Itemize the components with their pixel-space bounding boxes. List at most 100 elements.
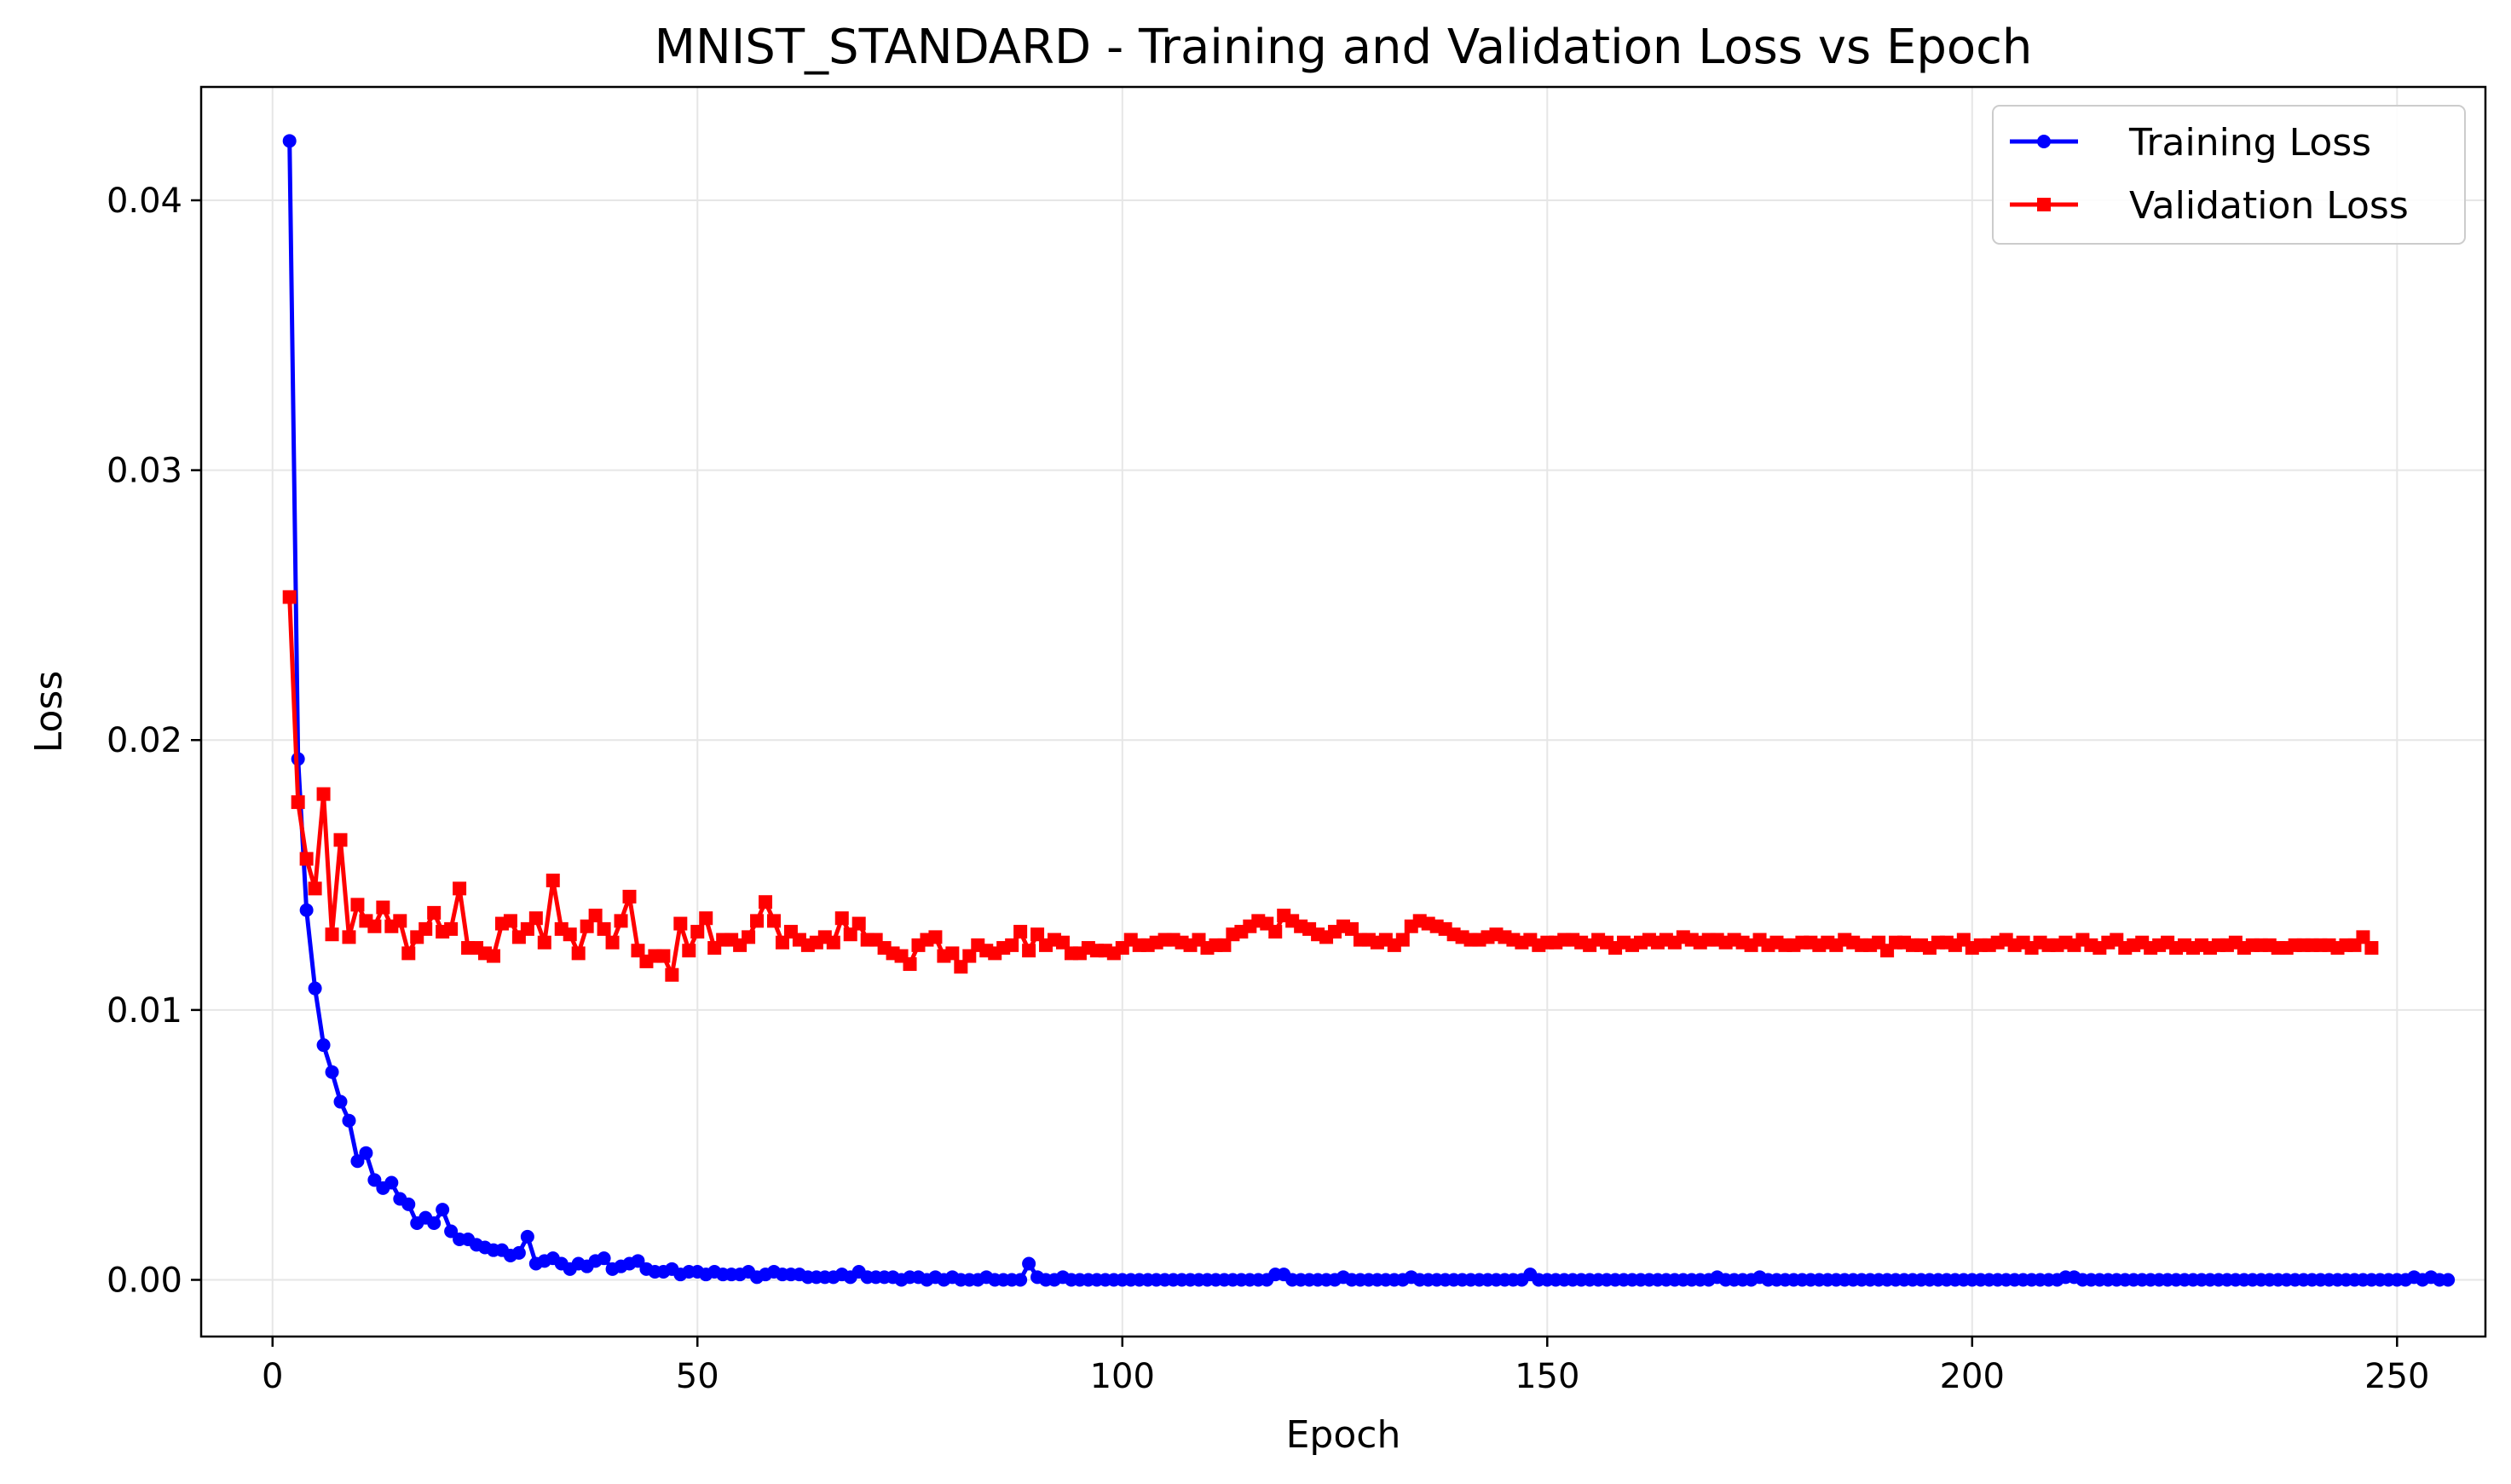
data-point-validation-loss: [316, 787, 331, 801]
data-point-validation-loss: [308, 881, 322, 896]
data-point-validation-loss: [597, 921, 611, 936]
data-point-training-loss: [1013, 1273, 1028, 1287]
data-point-validation-loss: [367, 919, 382, 933]
data-point-training-loss: [308, 981, 322, 996]
data-point-validation-loss: [520, 921, 534, 936]
data-point-validation-loss: [665, 967, 679, 982]
data-point-validation-loss: [759, 895, 773, 909]
series-validation-loss: [282, 590, 2379, 982]
y-tick-label: 0.04: [107, 182, 182, 221]
data-point-validation-loss: [393, 914, 407, 928]
x-tick-label: 150: [1515, 1357, 1579, 1396]
legend-marker-training: [2037, 135, 2051, 148]
data-point-validation-loss: [453, 881, 467, 896]
data-point-training-loss: [631, 1254, 645, 1268]
data-point-validation-loss: [401, 946, 416, 961]
data-point-validation-loss: [826, 935, 840, 950]
data-point-validation-loss: [333, 833, 348, 847]
data-point-training-loss: [299, 903, 314, 917]
legend-box: [1992, 105, 2466, 245]
data-point-training-loss: [325, 1065, 339, 1079]
data-point-validation-loss: [614, 914, 628, 928]
data-point-validation-loss: [1022, 944, 1036, 958]
data-point-training-loss: [2441, 1273, 2456, 1287]
data-point-validation-loss: [605, 935, 620, 950]
data-point-training-loss: [427, 1216, 442, 1231]
data-point-validation-loss: [945, 946, 960, 961]
data-point-validation-loss: [528, 911, 543, 926]
data-point-validation-loss: [1217, 938, 1232, 952]
legend: Training Loss Validation Loss: [1992, 105, 2466, 245]
data-point-validation-loss: [631, 944, 645, 958]
data-point-validation-loss: [444, 921, 459, 936]
data-point-training-loss: [359, 1146, 373, 1160]
x-tick-label: 50: [676, 1357, 719, 1396]
data-point-validation-loss: [962, 949, 977, 963]
data-point-validation-loss: [673, 916, 688, 931]
legend-label-validation: Validation Loss: [2129, 184, 2409, 228]
data-point-validation-loss: [545, 873, 560, 887]
x-axis-label: Epoch: [1286, 1413, 1401, 1457]
data-point-training-loss: [444, 1224, 459, 1239]
data-point-validation-loss: [690, 925, 705, 939]
x-axis-ticks: 0 50 100 150 200 250: [262, 1337, 2429, 1396]
y-tick-label: 0.03: [107, 452, 182, 491]
data-point-validation-loss: [537, 935, 551, 950]
data-point-training-loss: [342, 1113, 356, 1128]
y-axis-label: Loss: [27, 671, 71, 754]
y-tick-label: 0.02: [107, 721, 182, 760]
legend-marker-validation: [2037, 198, 2051, 211]
data-point-validation-loss: [2356, 930, 2370, 944]
data-point-validation-loss: [291, 795, 305, 810]
data-point-validation-loss: [903, 957, 917, 972]
axes-frame: [199, 85, 2487, 1338]
data-point-validation-loss: [2364, 941, 2379, 956]
series-training-loss: [282, 134, 2456, 1287]
data-point-validation-loss: [342, 930, 356, 944]
data-point-validation-loss: [563, 927, 577, 942]
data-point-validation-loss: [750, 914, 765, 928]
data-point-training-loss: [436, 1203, 450, 1217]
data-point-validation-loss: [851, 916, 866, 931]
data-point-validation-loss: [580, 919, 594, 933]
data-point-validation-loss: [427, 905, 442, 920]
data-point-validation-loss: [418, 921, 433, 936]
data-point-validation-loss: [503, 914, 517, 928]
data-point-training-loss: [350, 1154, 365, 1169]
x-tick-label: 100: [1090, 1357, 1155, 1396]
data-point-validation-loss: [656, 949, 671, 963]
data-point-validation-loss: [1268, 925, 1283, 939]
data-point-validation-loss: [775, 935, 789, 950]
data-point-validation-loss: [282, 590, 297, 604]
data-point-validation-loss: [766, 914, 781, 928]
data-point-validation-loss: [1344, 921, 1359, 936]
data-point-training-loss: [597, 1251, 611, 1266]
series-layer: [282, 134, 2456, 1287]
data-point-validation-loss: [954, 960, 968, 974]
x-tick-label: 0: [262, 1357, 283, 1396]
y-tick-label: 0.01: [107, 991, 182, 1031]
data-point-validation-loss: [843, 927, 857, 942]
data-point-validation-loss: [1395, 933, 1410, 947]
data-point-validation-loss: [622, 889, 637, 904]
data-point-validation-loss: [588, 909, 603, 923]
data-point-training-loss: [282, 134, 297, 148]
data-point-validation-loss: [299, 852, 314, 866]
y-tick-label: 0.00: [107, 1262, 182, 1301]
data-point-validation-loss: [376, 900, 390, 915]
x-tick-label: 250: [2364, 1357, 2429, 1396]
data-point-training-loss: [520, 1229, 534, 1244]
data-point-training-loss: [401, 1197, 416, 1211]
data-point-training-loss: [316, 1038, 331, 1053]
data-point-validation-loss: [1030, 927, 1045, 942]
data-point-validation-loss: [1005, 938, 1019, 952]
data-point-validation-loss: [742, 930, 756, 944]
chart-title: MNIST_STANDARD - Training and Validation…: [655, 20, 2033, 75]
data-point-validation-loss: [1013, 925, 1028, 939]
data-point-validation-loss: [350, 898, 365, 912]
x-tick-label: 200: [1940, 1357, 2005, 1396]
legend-label-training: Training Loss: [2128, 121, 2371, 165]
data-point-validation-loss: [486, 949, 500, 963]
